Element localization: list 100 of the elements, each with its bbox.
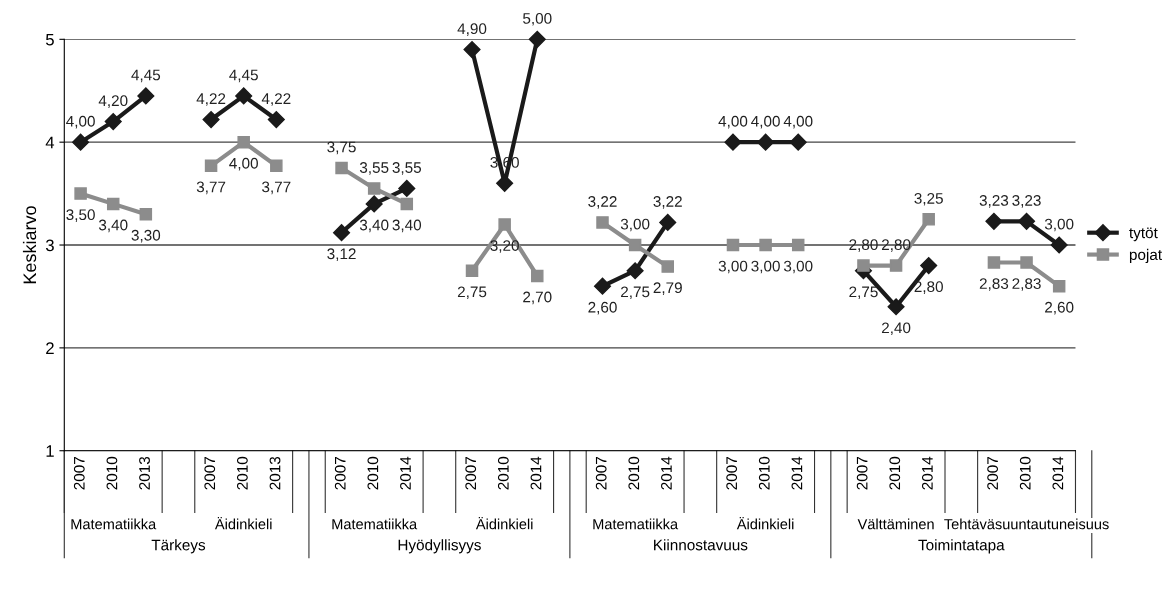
point bbox=[204, 159, 218, 173]
x-tick-label: 2014 bbox=[791, 456, 803, 490]
data-label: 3,40 bbox=[359, 219, 389, 233]
data-label: 2,83 bbox=[1012, 278, 1041, 291]
y-tick-label: 5 bbox=[45, 33, 54, 46]
point bbox=[235, 87, 253, 105]
point bbox=[365, 195, 383, 213]
data-label: 4,90 bbox=[457, 23, 487, 36]
text: Toimintatapa bbox=[918, 539, 1005, 554]
point bbox=[857, 259, 870, 272]
point bbox=[367, 182, 381, 195]
x-tick-label: 2013 bbox=[139, 456, 150, 490]
point bbox=[724, 133, 742, 151]
data-label: 3,23 bbox=[979, 195, 1009, 208]
legend-label: tytöt bbox=[1129, 227, 1158, 242]
data-label: 2,75 bbox=[849, 286, 878, 300]
x-tick-label: 2010 bbox=[497, 456, 509, 490]
text: Matematiikka bbox=[71, 518, 157, 530]
data-label: 3,55 bbox=[359, 162, 389, 175]
x-tick-label: 2014 bbox=[400, 456, 411, 490]
x-tick-label: 2007 bbox=[595, 457, 607, 490]
point bbox=[757, 133, 775, 151]
point bbox=[104, 113, 122, 131]
text: Äidinkieli bbox=[475, 516, 533, 530]
data-label: 3,55 bbox=[392, 162, 422, 175]
data-label: 4,00 bbox=[783, 115, 813, 129]
x-tick-label: 2010 bbox=[236, 456, 248, 490]
data-label: 4,45 bbox=[131, 69, 161, 83]
text: Hyödyllisyys bbox=[398, 539, 481, 554]
data-label: 3,12 bbox=[327, 248, 356, 261]
x-tick-label: 2010 bbox=[1019, 456, 1031, 490]
data-label: 4,00 bbox=[718, 115, 748, 129]
point bbox=[1052, 279, 1066, 293]
data-label: 3,00 bbox=[620, 218, 650, 232]
x-tick-label: 2010 bbox=[628, 456, 640, 490]
data-label: 3,77 bbox=[196, 181, 226, 195]
data-label: 4,45 bbox=[229, 69, 258, 83]
text: Kiinnostavuus bbox=[654, 539, 748, 551]
point bbox=[920, 257, 938, 275]
point bbox=[139, 207, 153, 221]
x-tick-label: 2014 bbox=[661, 456, 672, 490]
text: Matematiikka bbox=[332, 518, 418, 530]
data-label: 4,22 bbox=[261, 93, 291, 106]
text: Tehtäväsuuntautuneisuus bbox=[944, 518, 1109, 530]
text: Välttäminen bbox=[857, 518, 934, 530]
data-label: 2,80 bbox=[914, 281, 943, 294]
point bbox=[626, 262, 644, 280]
point bbox=[106, 197, 120, 211]
data-label: 5,00 bbox=[523, 12, 552, 26]
x-tick-label: 2013 bbox=[269, 456, 281, 490]
y-tick-label: 1 bbox=[46, 445, 54, 457]
data-label: 3,40 bbox=[392, 219, 422, 233]
point bbox=[465, 264, 479, 277]
point bbox=[628, 238, 642, 252]
point bbox=[498, 218, 511, 231]
point bbox=[987, 256, 1001, 269]
x-tick-label: 2014 bbox=[1052, 456, 1064, 490]
data-label: 2,70 bbox=[523, 291, 552, 305]
data-label: 2,75 bbox=[457, 286, 487, 300]
point bbox=[270, 159, 283, 173]
point bbox=[72, 133, 90, 151]
data-label: 2,60 bbox=[588, 301, 617, 315]
data-label: 3,00 bbox=[1044, 218, 1074, 232]
x-tick-label: 2007 bbox=[987, 457, 999, 490]
data-label: 4,20 bbox=[98, 95, 128, 108]
x-tick-label: 2014 bbox=[921, 456, 933, 490]
data-label: 3,77 bbox=[262, 181, 291, 195]
point bbox=[922, 213, 935, 226]
x-tick-label: 2010 bbox=[106, 456, 118, 490]
y-tick-label: 2 bbox=[46, 342, 54, 354]
point bbox=[74, 187, 87, 200]
data-label: 2,60 bbox=[1045, 301, 1074, 315]
y-axis-title: Keskiarvo bbox=[22, 206, 37, 284]
data-label: 4,22 bbox=[196, 93, 226, 106]
y-tick-label: 3 bbox=[45, 239, 54, 252]
point bbox=[659, 213, 677, 231]
data-label: 4,00 bbox=[229, 157, 258, 171]
data-label: 3,25 bbox=[914, 192, 943, 206]
x-tick-label: 2007 bbox=[465, 457, 477, 490]
point bbox=[531, 269, 544, 283]
point bbox=[333, 224, 351, 242]
x-tick-label: 2010 bbox=[889, 456, 901, 490]
data-label: 3,00 bbox=[751, 260, 780, 274]
text: Matematiikka bbox=[593, 518, 679, 530]
point bbox=[889, 259, 903, 272]
text: Äidinkieli bbox=[736, 516, 794, 530]
point bbox=[887, 298, 905, 316]
point bbox=[237, 135, 250, 149]
point bbox=[202, 110, 220, 129]
point bbox=[789, 133, 807, 151]
point bbox=[985, 212, 1003, 230]
point bbox=[1050, 236, 1068, 254]
data-label: 4,00 bbox=[751, 115, 780, 129]
legend-label: pojat bbox=[1129, 248, 1162, 264]
x-tick-label: 2014 bbox=[530, 456, 542, 490]
data-label: 3,30 bbox=[131, 229, 161, 243]
point bbox=[661, 260, 674, 273]
x-tick-label: 2007 bbox=[334, 457, 346, 490]
point bbox=[759, 238, 772, 252]
text: Tärkeys bbox=[151, 539, 206, 554]
